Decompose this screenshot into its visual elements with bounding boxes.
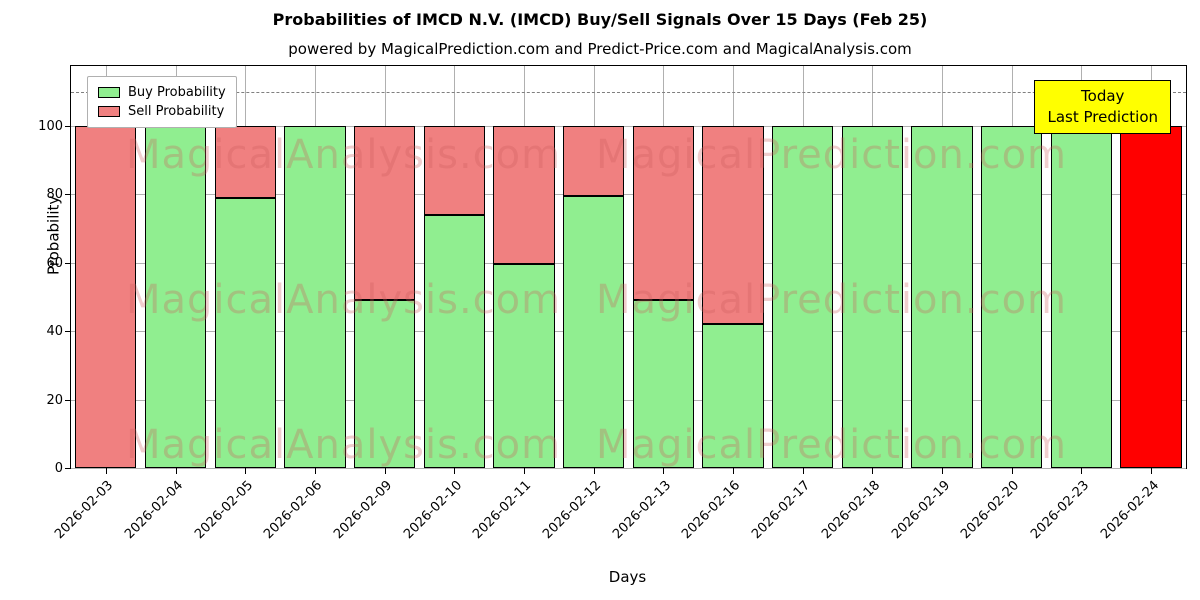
legend: Buy Probability Sell Probability: [87, 76, 237, 128]
y-axis-label: Probability: [44, 195, 63, 275]
bar-segment-sell: [423, 125, 485, 215]
x-tick-mark: [523, 468, 525, 474]
x-tick-label-text: 2026-02-10: [400, 478, 465, 543]
today-annotation-line1: Today: [1081, 87, 1125, 105]
x-tick-mark: [1151, 468, 1153, 474]
x-tick-mark: [1081, 468, 1083, 474]
bar-segment-buy: [1050, 125, 1113, 468]
bar-segment-buy: [632, 300, 694, 468]
x-tick-label-text: 2026-02-12: [540, 478, 605, 543]
x-tick-mark: [454, 468, 456, 474]
bar-segment-buy: [214, 197, 276, 468]
x-tick-label-text: 2026-02-03: [52, 478, 117, 543]
x-tick-mark: [663, 468, 665, 474]
buy-probability-swatch: [98, 87, 120, 98]
chart-title: Probabilities of IMCD N.V. (IMCD) Buy/Se…: [272, 10, 928, 29]
y-tick-label: 80: [46, 187, 63, 203]
x-tick-label-text: 2026-02-16: [679, 478, 744, 543]
x-tick-label-text: 2026-02-11: [470, 478, 535, 543]
bar-segment-sell: [632, 125, 694, 301]
today-annotation: Today Last Prediction: [1034, 80, 1171, 134]
chart-subtitle: powered by MagicalPrediction.com and Pre…: [288, 40, 912, 58]
bar-segment-buy: [144, 125, 207, 468]
bar-segment-buy: [841, 125, 904, 468]
y-tick-mark: [65, 262, 71, 264]
plot-area: Buy Probability Sell Probability Today L…: [38, 65, 1187, 542]
bar-segment-sell: [75, 125, 137, 468]
x-tick-label-text: 2026-02-05: [191, 478, 256, 543]
legend-entry-sell: Sell Probability: [98, 102, 226, 121]
y-tick-mark: [65, 331, 71, 333]
bar-segment-sell: [1120, 125, 1182, 468]
gridline-horizontal: [71, 399, 1186, 401]
bar-segment-buy: [353, 300, 416, 468]
x-tick-mark: [245, 468, 247, 474]
threshold-dashed-line: [71, 91, 1186, 93]
bar-segment-buy: [981, 125, 1043, 468]
x-tick-mark: [105, 468, 107, 474]
y-tick-label: 20: [46, 392, 63, 408]
bar-segment-buy: [493, 264, 555, 468]
x-tick-label-text: 2026-02-06: [261, 478, 326, 543]
x-tick-label-text: 2026-02-17: [749, 478, 814, 543]
y-tick-label: 100: [38, 118, 63, 134]
y-tick-mark: [65, 399, 71, 401]
x-tick-label-text: 2026-02-20: [958, 478, 1023, 543]
x-tick-mark: [384, 468, 386, 474]
bar-segment-sell: [562, 125, 625, 196]
x-tick-label-text: 2026-02-23: [1028, 478, 1093, 543]
x-tick-mark: [942, 468, 944, 474]
y-tick-label: 0: [54, 461, 63, 476]
gridline-horizontal: [71, 125, 1186, 127]
y-tick-mark: [65, 468, 71, 469]
x-tick-label-text: 2026-02-24: [1097, 478, 1162, 543]
bar-segment-buy: [702, 324, 764, 468]
y-tick-mark: [65, 194, 71, 196]
bar-segment-sell: [702, 125, 764, 325]
sell-probability-swatch: [98, 106, 120, 117]
x-tick-mark: [733, 468, 735, 474]
x-tick-label-text: 2026-02-09: [331, 478, 396, 543]
y-tick-mark: [65, 125, 71, 127]
bar-segment-buy: [284, 125, 346, 468]
gridline-horizontal: [71, 194, 1186, 196]
x-tick-mark: [872, 468, 874, 474]
x-tick-label-text: 2026-02-04: [122, 478, 187, 543]
legend-entry-buy: Buy Probability: [98, 83, 226, 102]
bar-segment-sell: [353, 125, 416, 301]
legend-label-buy: Buy Probability: [128, 85, 226, 100]
x-tick-label-text: 2026-02-18: [818, 478, 884, 543]
y-tick-label: 60: [46, 255, 63, 271]
x-tick-label-text: 2026-02-19: [888, 478, 953, 543]
x-tick-mark: [175, 468, 177, 474]
bar-segment-sell: [493, 125, 555, 265]
bar-segment-buy: [562, 196, 625, 468]
today-annotation-line2: Last Prediction: [1047, 108, 1158, 126]
legend-label-sell: Sell Probability: [128, 104, 225, 119]
x-tick-mark: [314, 468, 316, 474]
y-tick-label: 40: [46, 324, 63, 340]
bar-segment-buy: [911, 125, 973, 468]
gridline-horizontal: [71, 331, 1186, 333]
bar-segment-buy: [423, 214, 485, 468]
x-tick-mark: [802, 468, 804, 474]
x-axis-label: Days: [608, 568, 647, 586]
gridline-horizontal: [71, 468, 1186, 469]
bar-segment-sell: [214, 125, 276, 198]
x-tick-mark: [593, 468, 595, 474]
bar-segment-buy: [772, 125, 834, 468]
gridline-horizontal: [71, 262, 1186, 264]
x-tick-mark: [1011, 468, 1013, 474]
x-tick-label-text: 2026-02-13: [609, 478, 674, 543]
